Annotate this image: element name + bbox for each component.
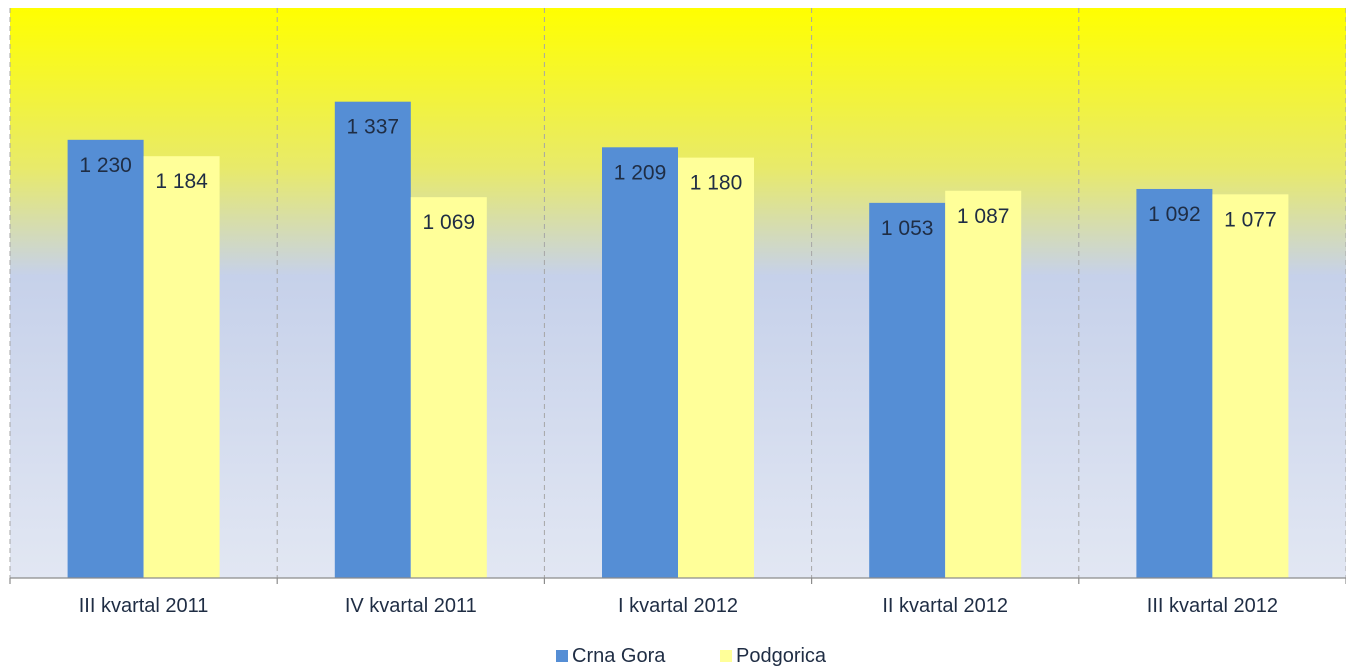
data-label: 1 077 xyxy=(1224,208,1277,231)
bar-crna-gora xyxy=(334,101,411,578)
data-label: 1 230 xyxy=(79,154,132,177)
data-label: 1 337 xyxy=(347,116,400,139)
bar-crna-gora xyxy=(602,147,678,578)
bar-podgorica xyxy=(1212,194,1289,578)
legend-swatch xyxy=(556,650,568,662)
data-label: 1 053 xyxy=(881,217,934,240)
data-label: 1 209 xyxy=(614,161,667,184)
data-label: 1 180 xyxy=(690,172,743,195)
category-label: IV kvartal 2011 xyxy=(345,595,477,617)
category-label: I kvartal 2012 xyxy=(618,595,738,617)
legend-swatch xyxy=(720,650,732,662)
category-label: III kvartal 2012 xyxy=(1147,595,1278,617)
bar-crna-gora xyxy=(869,202,946,578)
data-label: 1 092 xyxy=(1148,203,1201,226)
bars xyxy=(67,101,1289,578)
category-label: III kvartal 2011 xyxy=(79,595,209,617)
legend-label: Podgorica xyxy=(736,645,827,667)
bar-crna-gora xyxy=(1136,188,1213,578)
bar-podgorica xyxy=(678,157,754,578)
legend-item: Podgorica xyxy=(720,645,827,667)
category-gridlines xyxy=(9,8,1346,578)
data-labels: 1 230 1 184 1 337 1 069 1 209 1 180 1 053 1 087… xyxy=(79,116,1276,240)
bar-crna-gora xyxy=(67,139,144,578)
bar-podgorica xyxy=(410,197,487,578)
category-label: II kvartal 2012 xyxy=(882,595,1008,617)
data-label: 1 087 xyxy=(957,205,1010,228)
x-axis-tick-labels: III kvartal 2011 IV kvartal 2011 I kvartal… xyxy=(79,595,1278,617)
data-label: 1 069 xyxy=(423,211,476,234)
data-label: 1 184 xyxy=(155,170,208,193)
legend: Crna Gora Podgorica xyxy=(556,645,827,667)
bar-podgorica xyxy=(143,156,220,578)
x-axis-ticks xyxy=(9,578,1346,584)
legend-label: Crna Gora xyxy=(572,645,666,667)
legend-item: Crna Gora xyxy=(556,645,666,667)
bar-podgorica xyxy=(945,190,1022,578)
